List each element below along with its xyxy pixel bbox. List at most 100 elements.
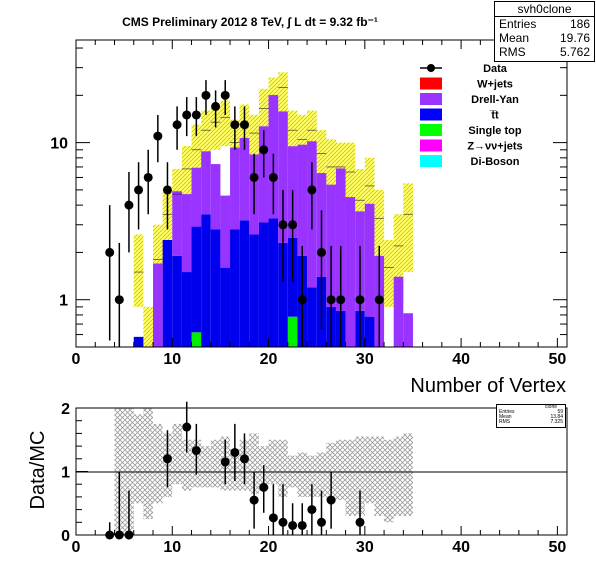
mc-uncertainty-bin [355,168,365,253]
mc-uncertainty-bin [326,139,336,206]
ratio-band-bin [335,439,346,501]
ratio-x-tick-label: 40 [452,539,470,556]
main-title: CMS Preliminary 2012 8 TeV, ∫ L dt = 9.3… [122,15,378,29]
ratio-stats-row-entries: Entries 59 [497,410,565,415]
data-point [134,185,144,195]
legend: Data W+jets Drell-Yan t̅t Single top Z→νν+jet… [420,63,523,168]
stack-bar [133,336,144,347]
stack-bar [172,191,182,256]
ratio-point [230,447,240,457]
ratio-band-bin [201,446,211,488]
stack-bar [326,184,336,307]
mc-uncertainty-bin [278,72,288,118]
stack-bar [162,239,173,347]
mc-uncertainty-bin [210,106,221,150]
stack-bar [297,144,308,256]
ratio-y-tick-label: 0 [61,528,70,545]
data-point [307,185,317,195]
legend-label: Z→νν+jets [467,141,522,153]
ratio-band-bin [374,436,385,516]
data-point [201,90,211,100]
x-tick-label: 40 [452,351,470,368]
ratio-band-bin [172,423,182,485]
data-point [105,247,115,257]
ratio-stats-title: clone [545,404,557,410]
x-axis-title: Number of Vertex [410,375,566,397]
mc-uncertainty-bin [133,234,144,307]
stack-bar [258,222,269,347]
stats-label: Mean [499,31,530,45]
stats-row-rms: RMS 5.762 [495,45,594,59]
stack-bar [278,242,288,347]
data-point [239,120,249,130]
stack-bar [230,229,240,347]
mc-uncertainty-bin [153,224,163,300]
ratio-point [182,422,192,432]
data-point [143,172,153,182]
stack-bar [201,214,211,347]
mc-uncertainty-bin [258,88,269,137]
mc-uncertainty-bin [181,146,192,206]
ratio-band-bin [316,452,327,497]
main-stats-title: svh0clone [495,2,594,17]
ratio-band-bin [278,439,288,497]
legend-marker [427,64,435,72]
ratio-y-tick-label: 2 [61,401,70,418]
data-point [162,185,172,195]
ratio-point [307,505,317,515]
data-point [288,220,298,230]
ratio-y-axis-title: Data/MC [27,431,49,510]
stack-bar [403,313,413,347]
x-tick-label: 20 [260,351,278,368]
stats-label: RMS [499,45,526,59]
legend-label: t̅t [489,110,499,122]
ratio-point [355,517,365,527]
stack-bar [181,194,192,273]
stats-label: Mean [499,414,512,420]
mc-uncertainty-bin [364,157,375,240]
stack-bar [191,167,202,227]
ratio-point [191,446,201,456]
data-point [317,247,326,257]
stack-bar [239,220,250,347]
stack-bar [210,164,221,230]
stack-bar [364,316,375,347]
main-frame [75,39,568,348]
data-point [153,131,163,141]
legend-swatch [420,77,442,90]
ratio-plot-panel: 0 10 20 30 40 50 0 1 2 Data/MC [27,401,568,556]
stats-value: 19.76 [559,31,590,45]
ratio-stats-row-rms: RMS 7.325 [497,420,565,425]
stack-bar [268,218,279,347]
ratio-x-tick-label: 0 [72,539,81,556]
ratio-point [297,520,307,530]
ratio-points-layer [105,401,365,540]
ratio-point [288,520,298,530]
stack-bar [364,203,375,317]
main-plot-panel: 0 10 20 30 40 50 1 10 CMS Preliminary 2012 8 Te… [50,15,568,397]
stack-bar [220,195,231,268]
ratio-band-bin [249,433,259,494]
data-point [191,110,201,120]
stack-bar [345,197,356,347]
mc-uncertainty-bin [374,189,385,273]
ratio-point [162,454,172,464]
ratio-point [317,517,326,527]
legend-label: W+jets [477,79,513,91]
mc-uncertainty-bin [307,110,317,163]
ratio-point [220,457,230,467]
data-points-layer [105,80,384,347]
legend-swatch [420,93,442,105]
ratio-band-bin [133,414,144,504]
data-point [297,295,307,305]
legend-label: Drell-Yan [471,94,519,106]
data-point [230,120,240,130]
ratio-band-bin [153,423,163,504]
stats-label: RMS [499,419,511,425]
ratio-band-bin [345,439,356,516]
stats-value: 5.762 [559,45,590,59]
stack-bar [201,151,211,215]
stats-value: 186 [569,17,590,31]
stack-bar [335,168,346,311]
ratio-band-bin [297,452,308,497]
